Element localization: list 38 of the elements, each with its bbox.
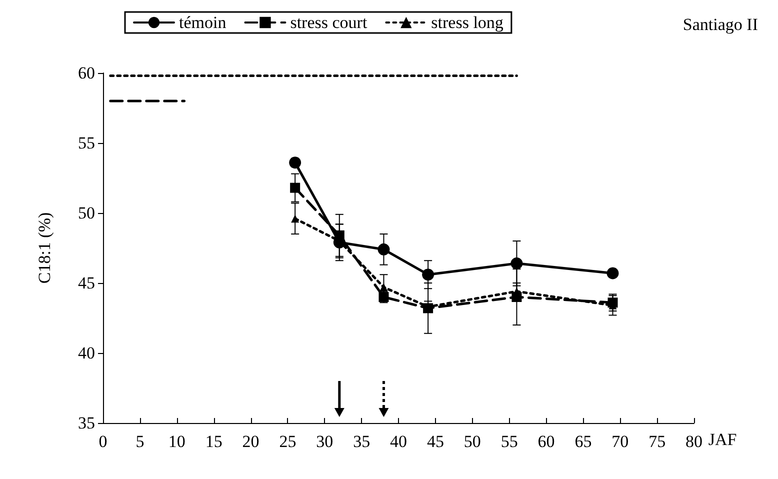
y-tick-label: 50 <box>78 204 95 222</box>
x-tick-label: 65 <box>574 432 592 451</box>
x-tick-label: 75 <box>648 432 666 451</box>
x-tick-label: 55 <box>500 432 518 451</box>
x-tick-label: 80 <box>686 432 702 451</box>
y-tick-label: 45 <box>78 274 95 292</box>
point <box>606 267 619 280</box>
point <box>510 257 523 270</box>
point <box>291 214 300 223</box>
legend-label: témoin <box>179 13 227 32</box>
y-tick-label: 55 <box>78 134 95 152</box>
point <box>378 243 390 256</box>
x-tick-label: 60 <box>538 432 555 451</box>
x-tick-label: 25 <box>279 432 296 451</box>
x-tick-label: 20 <box>242 432 260 451</box>
y-tick-label: 60 <box>78 64 95 82</box>
x-tick-label: 10 <box>168 432 186 451</box>
x-tick-label: 45 <box>426 432 444 451</box>
point <box>422 268 434 281</box>
point <box>290 182 300 193</box>
x-tick-label: 40 <box>390 432 407 451</box>
x-tick-label: 30 <box>316 432 334 451</box>
x-tick-label: 35 <box>353 432 370 451</box>
y-tick-label: 40 <box>78 344 95 362</box>
text: Santiago II <box>682 15 758 34</box>
legend-label: stress court <box>290 13 368 32</box>
point <box>289 156 302 169</box>
y-tick-label: 35 <box>78 414 95 432</box>
point <box>334 230 344 240</box>
x-tick-label: 0 <box>98 432 108 451</box>
x-axis-title: JAF <box>708 430 737 449</box>
x-tick-label: 70 <box>612 432 629 451</box>
point <box>380 283 388 292</box>
x-tick-label: 50 <box>464 432 481 451</box>
x-tick-label: 5 <box>136 432 144 451</box>
x-tick-label: 15 <box>205 432 222 451</box>
legend-label: stress long <box>431 13 504 32</box>
y-axis-title: C18:1 (%) <box>35 212 54 284</box>
